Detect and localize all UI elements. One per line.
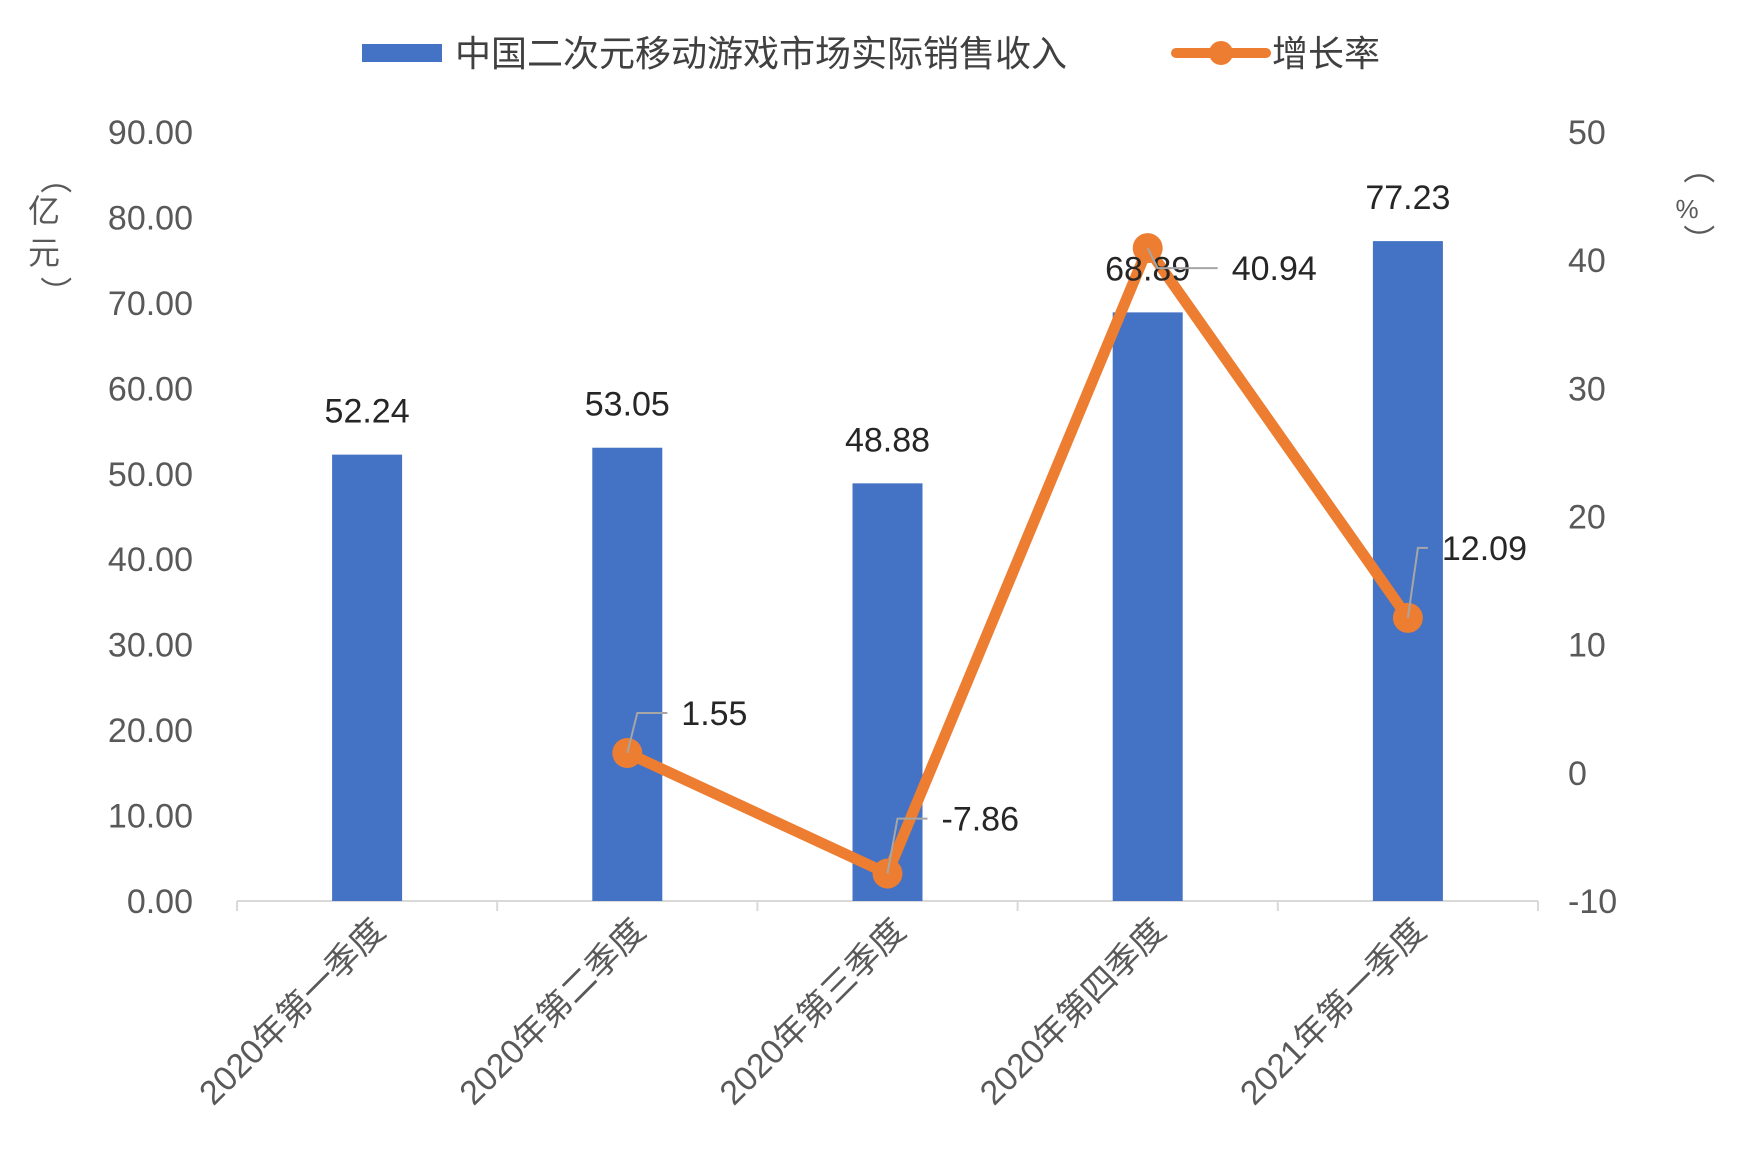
line-series: [612, 233, 1423, 889]
y-right-axis: -10 0 10 20 30 40 50: [1568, 114, 1617, 921]
y-left-unit-label: （ 亿 元 ）: [28, 162, 73, 308]
y-right-tick-label: 40: [1568, 242, 1606, 280]
leader-line: [1406, 546, 1428, 619]
y-left-tick-label: 10.00: [108, 798, 193, 836]
x-tick-label: 2020年第二季度: [452, 912, 653, 1113]
bar-data-label: 53.05: [585, 386, 670, 424]
y-right-tick-label: -10: [1568, 883, 1617, 921]
leader-line: [626, 711, 668, 754]
bar: [852, 483, 923, 901]
y-left-tick-label: 90.00: [108, 114, 193, 152]
bar-data-label: 48.88: [845, 421, 930, 459]
bar: [592, 447, 663, 901]
y-left-axis: 0.00 10.00 20.00 30.00 40.00 50.00 60.00 70.00 8…: [108, 114, 193, 921]
bar-data-label: 77.23: [1365, 179, 1450, 217]
y-right-tick-label: 0: [1568, 755, 1587, 793]
x-axis: 2020年第一季度 2020年第二季度 2020年第三季度 2020年第四季度 2021…: [192, 900, 1539, 1113]
y-left-tick-label: 80.00: [108, 199, 193, 237]
growth-data-label: 40.94: [1232, 250, 1317, 288]
y-right-unit-char: ）: [1680, 224, 1716, 256]
y-left-unit-char: 亿: [28, 193, 60, 229]
legend-line-label: 增长率: [1272, 33, 1380, 74]
legend: 中国二次元移动游戏市场实际销售收入 增长率: [362, 33, 1380, 74]
x-tick-label: 2020年第四季度: [973, 912, 1174, 1113]
growth-data-label: 1.55: [681, 695, 747, 733]
y-left-tick-label: 60.00: [108, 370, 193, 408]
y-left-tick-label: 30.00: [108, 627, 193, 665]
y-right-unit-char: %: [1675, 194, 1698, 224]
y-right-unit-char: （: [1680, 152, 1716, 184]
data-labels: 52.24 53.05 48.88 68.89 77.23 1.55 -7.86 40.94 1…: [325, 179, 1527, 874]
y-left-tick-label: 70.00: [108, 285, 193, 323]
bar: [332, 454, 403, 901]
y-left-tick-label: 20.00: [108, 712, 193, 750]
growth-line: [621, 242, 1414, 880]
y-left-tick-label: 50.00: [108, 456, 193, 494]
y-right-tick-label: 20: [1568, 499, 1606, 537]
legend-bar-label: 中国二次元移动游戏市场实际销售收入: [455, 33, 1067, 74]
bar-data-label: 68.89: [1105, 250, 1190, 288]
y-right-unit-label: （ % ）: [1675, 152, 1716, 256]
y-left-unit-char: （: [37, 162, 73, 194]
legend-line-marker: [1209, 41, 1233, 65]
legend-bar-swatch: [362, 44, 442, 62]
x-tick-label: 2021年第一季度: [1233, 912, 1434, 1113]
bar-data-label: 52.24: [325, 393, 410, 431]
x-tick-label: 2020年第三季度: [713, 912, 914, 1113]
y-right-tick-label: 30: [1568, 370, 1606, 408]
y-right-tick-label: 50: [1568, 114, 1606, 152]
growth-data-label: -7.86: [942, 801, 1020, 839]
y-right-tick-label: 10: [1568, 627, 1606, 665]
growth-data-label: 12.09: [1442, 530, 1527, 568]
x-tick-label: 2020年第一季度: [192, 912, 393, 1113]
leader-line: [1146, 247, 1218, 270]
y-left-unit-char: 元: [28, 235, 60, 271]
y-left-tick-label: 40.00: [108, 541, 193, 579]
y-left-tick-label: 0.00: [127, 883, 193, 921]
bar-series: [332, 241, 1443, 901]
bar: [1112, 312, 1183, 901]
leader-line: [886, 817, 928, 874]
y-left-unit-char: ）: [37, 276, 73, 308]
bar: [1372, 241, 1443, 901]
